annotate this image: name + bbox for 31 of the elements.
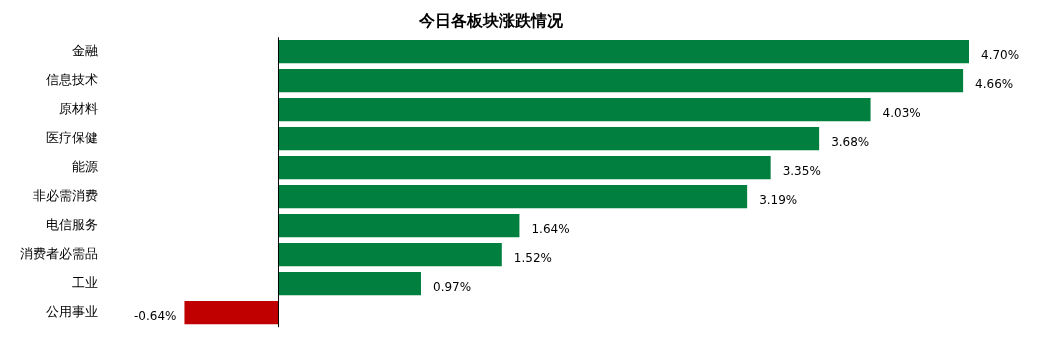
bar bbox=[278, 156, 771, 180]
bar bbox=[278, 40, 969, 64]
bar bbox=[278, 272, 421, 296]
y-tick-label: 消费者必需品 bbox=[20, 246, 98, 262]
data-label: 4.03% bbox=[882, 105, 921, 120]
y-tick-label: 医疗保健 bbox=[46, 130, 98, 146]
data-label: 4.66% bbox=[975, 76, 1014, 91]
data-label: 0.97% bbox=[432, 279, 472, 294]
data-label: 1.52% bbox=[513, 250, 552, 265]
data-label: 3.19% bbox=[759, 192, 798, 207]
bar bbox=[278, 214, 520, 238]
data-label: 4.70% bbox=[981, 47, 1020, 62]
bar bbox=[278, 243, 502, 267]
bar bbox=[278, 69, 964, 93]
bar bbox=[278, 127, 820, 151]
y-tick-label: 非必需消费 bbox=[33, 188, 98, 204]
data-label: 3.68% bbox=[831, 134, 870, 149]
y-tick-label: 工业 bbox=[72, 275, 98, 291]
y-tick-label: 信息技术 bbox=[46, 72, 98, 88]
y-tick-label: 金融 bbox=[72, 43, 98, 59]
y-tick-label: 电信服务 bbox=[46, 217, 98, 233]
y-tick-label: 原材料 bbox=[59, 101, 98, 117]
chart-title: 今日各板块涨跌情况 bbox=[417, 10, 564, 30]
bar bbox=[278, 98, 871, 122]
data-label: -0.64% bbox=[134, 308, 177, 323]
y-tick-label: 公用事业 bbox=[46, 304, 98, 320]
bar bbox=[278, 185, 748, 209]
data-label: 3.35% bbox=[782, 163, 821, 178]
data-label: 1.64% bbox=[531, 221, 570, 236]
y-tick-label: 能源 bbox=[72, 159, 98, 175]
bar bbox=[184, 301, 279, 325]
